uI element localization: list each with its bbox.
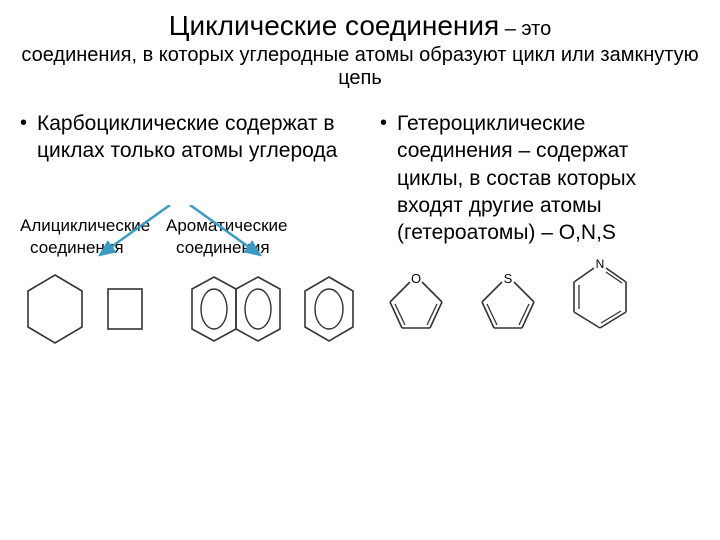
bullet-icon: • xyxy=(20,110,27,136)
left-bullet-row: • Карбоциклические содержат в циклах тол… xyxy=(20,110,360,165)
benzene-icon xyxy=(298,269,360,349)
molecules-left-row xyxy=(20,269,360,349)
arrow-left xyxy=(100,205,170,255)
thiophene-label: S xyxy=(504,271,513,286)
hetero-molecules-row: O S N xyxy=(380,256,700,334)
pyridine-label: N xyxy=(596,257,605,271)
left-bullet-text: Карбоциклические содержат в циклах тольк… xyxy=(37,110,360,165)
thiophene-icon: S xyxy=(472,270,544,334)
pyridine-icon: N xyxy=(564,256,636,334)
right-bullet-text: Гетероциклические соединения – содержат … xyxy=(397,110,700,246)
furan-label: O xyxy=(411,271,421,286)
column-left: • Карбоциклические содержат в циклах тол… xyxy=(20,110,360,349)
furan-icon: O xyxy=(380,270,452,334)
columns: • Карбоциклические содержат в циклах тол… xyxy=(20,110,700,349)
cyclobutane-icon xyxy=(102,281,148,337)
bullet-icon: • xyxy=(380,110,387,136)
branch-arrows xyxy=(80,205,310,265)
arrow-right xyxy=(190,205,260,255)
title-main: Циклические соединения xyxy=(169,10,499,41)
title-block: Циклические соединения – это соединения,… xyxy=(20,10,700,90)
right-bullet-row: • Гетероциклические соединения – содержа… xyxy=(380,110,700,246)
title-sub: – это xyxy=(499,18,551,40)
title-line2: соединения, в которых углеродные атомы о… xyxy=(20,44,700,90)
cyclohexane-icon xyxy=(20,269,90,349)
naphthalene-icon xyxy=(186,269,286,349)
column-right: • Гетероциклические соединения – содержа… xyxy=(380,110,700,349)
